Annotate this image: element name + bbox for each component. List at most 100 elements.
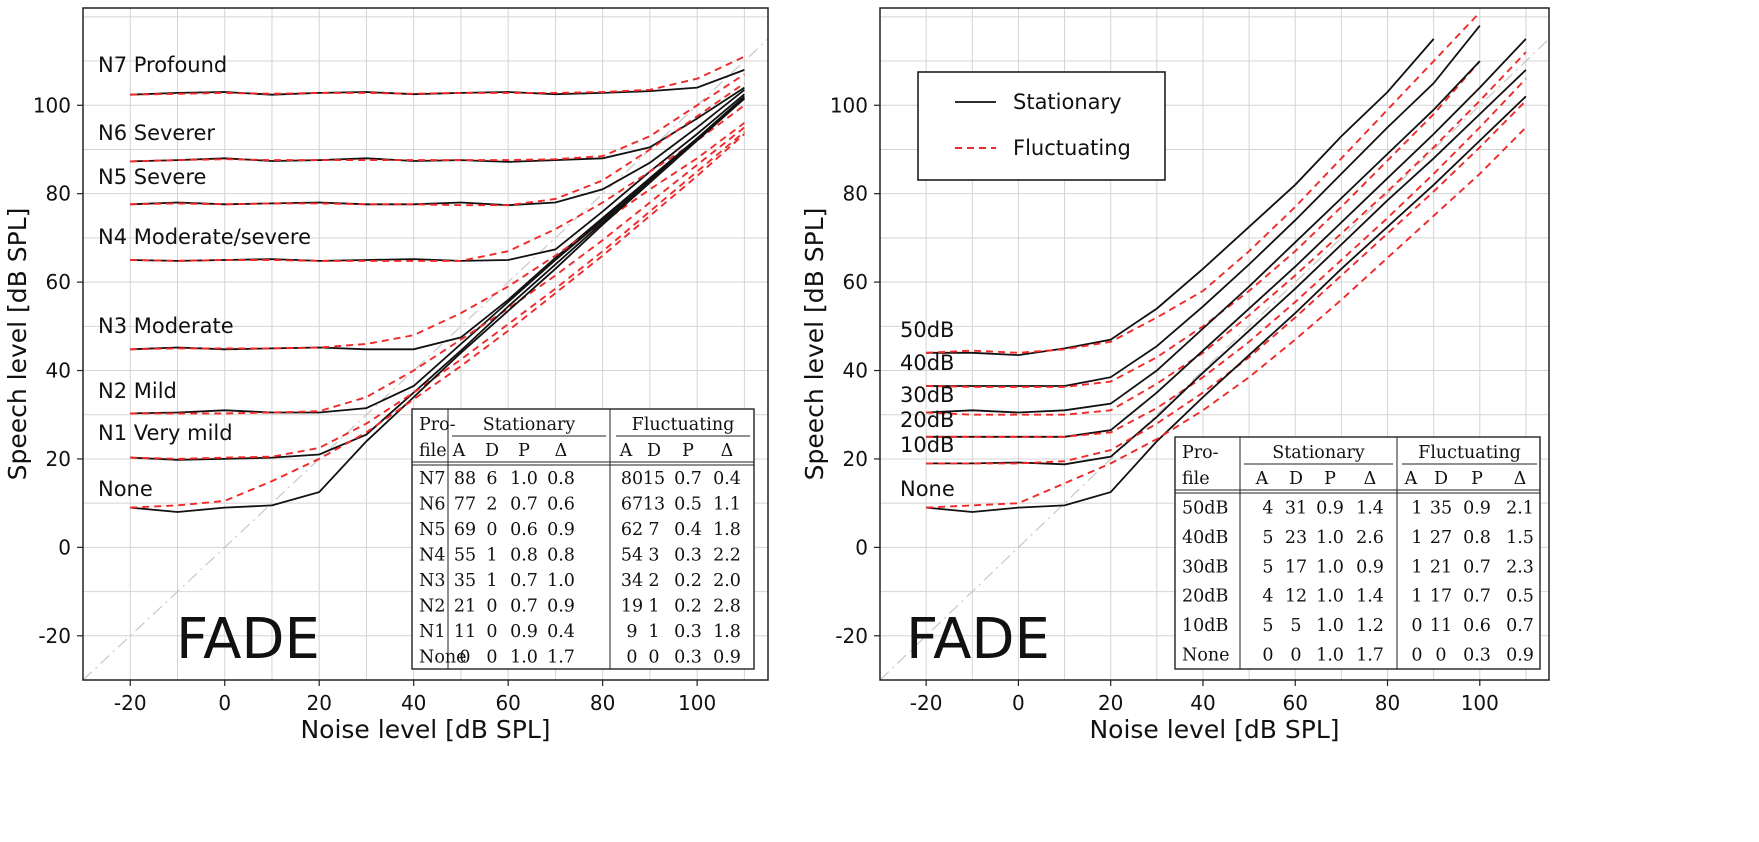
- table-cell: 1: [648, 596, 659, 616]
- curve-label: N6 Severer: [98, 121, 215, 145]
- table-cell: 1.4: [1356, 587, 1384, 607]
- series-line-fluctuating-20db: [926, 78, 1527, 438]
- legend-label-stationary: Stationary: [1013, 90, 1122, 114]
- table-cell: 0.2: [674, 596, 702, 616]
- table-header-fluctuating: Fluctuating: [1418, 443, 1521, 463]
- series-line-fluctuating-n4-moderate-severe: [130, 104, 745, 262]
- legend-box: [917, 71, 1166, 181]
- table-cell: 88: [454, 469, 476, 489]
- table-cell: 21: [1430, 557, 1452, 577]
- table-cell: 12: [1285, 587, 1307, 607]
- table-subheader: D: [1289, 469, 1303, 489]
- curve-label: N2 Mild: [98, 379, 177, 403]
- legend-label-fluctuating: Fluctuating: [1013, 136, 1131, 160]
- table-cell: 0: [486, 596, 497, 616]
- table-cell: 0: [1411, 616, 1422, 636]
- table-subheader: D: [647, 441, 661, 461]
- table-subheader: A: [1255, 469, 1269, 489]
- x-tick-label: 0: [218, 691, 231, 715]
- x-tick-label: 40: [1190, 691, 1215, 715]
- table-cell: 0.6: [510, 520, 538, 540]
- curve-label: 40dB: [900, 351, 954, 375]
- table-cell: 1.0: [1316, 616, 1344, 636]
- series-line-stationary-n2-mild: [130, 97, 745, 415]
- x-tick-label: -20: [910, 691, 943, 715]
- table-subheader: A: [452, 441, 466, 461]
- series-line-fluctuating-n7-profound: [130, 55, 745, 96]
- y-tick-label: 20: [843, 447, 868, 471]
- table-cell: 17: [1285, 557, 1307, 577]
- table-cell-profile: 50dB: [1182, 499, 1228, 519]
- series-line-fluctuating-30db: [926, 51, 1527, 416]
- table-cell: 27: [1430, 528, 1452, 548]
- table-cell: 34: [621, 571, 643, 591]
- table-cell: 0.5: [1506, 587, 1534, 607]
- series-line-stationary-none: [130, 97, 745, 513]
- table-cell: 0: [486, 622, 497, 642]
- table-cell: 1.0: [1316, 645, 1344, 665]
- y-axis-title: Speech level [dB SPL]: [3, 208, 32, 481]
- table-cell: 0.9: [1356, 557, 1384, 577]
- table-subheader: D: [485, 441, 499, 461]
- table-cell: 0.7: [1463, 557, 1491, 577]
- x-tick-label: 60: [1283, 691, 1308, 715]
- y-tick-label: 40: [46, 359, 71, 383]
- table-subheader: P: [518, 441, 530, 461]
- table-cell: 0.4: [547, 622, 575, 642]
- series-line-fluctuating-10db: [926, 100, 1527, 465]
- curve-label: 30dB: [900, 383, 954, 407]
- table-cell: 0.3: [674, 545, 702, 565]
- curve-label: N7 Profound: [98, 53, 227, 77]
- x-tick-label: -20: [114, 691, 147, 715]
- table-cell-profile: 10dB: [1182, 616, 1228, 636]
- table-cell: 0.8: [1463, 528, 1491, 548]
- table-cell: 77: [454, 494, 476, 514]
- table-cell-profile: 20dB: [1182, 587, 1228, 607]
- series-line-fluctuating-50db: [926, 11, 1481, 354]
- table-cell: 1.0: [1316, 587, 1344, 607]
- x-tick-label: 40: [401, 691, 426, 715]
- curve-label: 10dB: [900, 433, 954, 457]
- table-subheader: P: [1324, 469, 1336, 489]
- table-subheader: Δ: [555, 441, 568, 461]
- series-line-fluctuating-40db: [926, 60, 1481, 388]
- table-cell: 1.8: [713, 622, 741, 642]
- table-cell: 2: [648, 571, 659, 591]
- y-tick-label: 80: [843, 182, 868, 206]
- table-cell: 13: [643, 494, 665, 514]
- table-cell: 0.4: [674, 520, 702, 540]
- table-cell: 0.7: [510, 494, 538, 514]
- table-cell-profile: N7: [419, 469, 445, 489]
- table-cell: 1.2: [1356, 616, 1384, 636]
- table-cell: 0.7: [674, 469, 702, 489]
- table-cell: 5: [1262, 557, 1273, 577]
- series-line-fluctuating-n3-moderate: [130, 122, 745, 351]
- table-cell: 23: [1285, 528, 1307, 548]
- curve-label: N1 Very mild: [98, 421, 233, 445]
- plot-frame: [879, 7, 1550, 681]
- series-line-stationary-n1-very-mild: [130, 97, 745, 461]
- table-cell: 1.5: [1506, 528, 1534, 548]
- plot-frame: [82, 7, 769, 681]
- table-cell: 0: [486, 647, 497, 667]
- table-cell-profile: N6: [419, 494, 445, 514]
- chart-panel-1: N7 Profound N6 Severer N5 Severe N4 Moderat…: [3, 7, 769, 744]
- series-line-stationary-40db: [926, 25, 1481, 387]
- x-tick-label: 80: [590, 691, 615, 715]
- table-cell: 35: [1430, 499, 1452, 519]
- table-cell: 2.3: [1506, 557, 1534, 577]
- table-cell: 0: [486, 520, 497, 540]
- table-subheader: P: [682, 441, 694, 461]
- table-cell: 1.4: [1356, 499, 1384, 519]
- table-cell: 1.8: [713, 520, 741, 540]
- table-cell: 0: [1290, 645, 1301, 665]
- table-cell: 0.9: [547, 520, 575, 540]
- table-cell: 0: [648, 647, 659, 667]
- table-cell: 5: [1262, 616, 1273, 636]
- table-cell: 2.1: [1506, 499, 1534, 519]
- table-subheader: Δ: [721, 441, 734, 461]
- y-axis-title: Speech level [dB SPL]: [800, 208, 829, 481]
- table-cell: 7: [648, 520, 659, 540]
- series-line-stationary-50db: [926, 38, 1435, 357]
